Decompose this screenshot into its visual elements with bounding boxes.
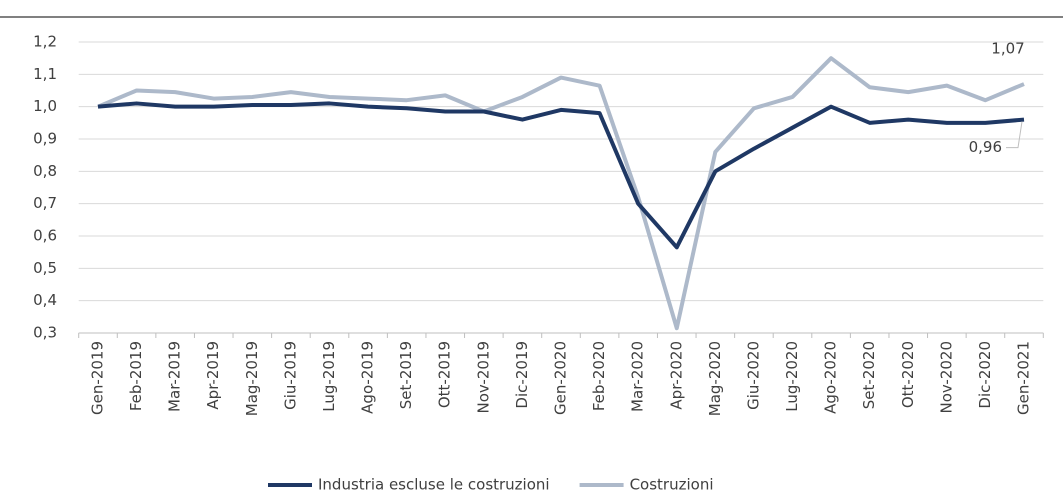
- y-tick-label: 0,6: [33, 227, 57, 245]
- x-tick-label: Lug-2019: [320, 341, 338, 412]
- x-tick-label: Apr-2020: [667, 341, 685, 410]
- data-label: 1,07: [991, 40, 1024, 58]
- y-tick-label: 1,1: [33, 65, 57, 83]
- x-tick-label: Dic-2019: [513, 341, 531, 409]
- x-tick-label: Mar-2020: [629, 341, 647, 412]
- x-tick-label: Ago-2020: [822, 341, 840, 414]
- y-tick-label: 0,3: [33, 324, 57, 342]
- x-tick-label: Giu-2019: [281, 341, 299, 410]
- legend-label: Industria escluse le costruzioni: [318, 476, 550, 494]
- x-tick-label: Mar-2019: [166, 341, 184, 412]
- x-tick-label: Giu-2020: [744, 341, 762, 410]
- y-tick-label: 1,0: [33, 97, 57, 115]
- x-tick-label: Ott-2020: [899, 341, 917, 408]
- series-line: [97, 101, 1025, 250]
- data-label: 0,96: [969, 138, 1002, 156]
- leader-line: [1006, 121, 1023, 149]
- x-tick-label: Apr-2019: [204, 341, 222, 410]
- y-tick-label: 0,9: [33, 130, 57, 148]
- legend-label: Costruzioni: [630, 476, 714, 494]
- x-tick-label: Ott-2019: [436, 341, 454, 408]
- x-tick-label: Mag-2019: [243, 341, 261, 416]
- y-tick-label: 0,7: [33, 194, 57, 212]
- x-tick-label: Gen-2019: [88, 341, 106, 415]
- x-tick-label: Nov-2020: [937, 341, 955, 413]
- x-tick-label: Feb-2020: [590, 341, 608, 411]
- x-tick-label: Nov-2019: [474, 341, 492, 413]
- y-tick-label: 1,2: [33, 33, 57, 51]
- x-tick-label: Gen-2020: [552, 341, 570, 415]
- series-line: [97, 56, 1025, 331]
- x-tick-label: Dic-2020: [976, 341, 994, 409]
- x-tick-label: Lug-2020: [783, 341, 801, 412]
- y-tick-label: 0,5: [33, 259, 57, 277]
- x-tick-label: Set-2020: [860, 341, 878, 409]
- y-tick-label: 0,4: [33, 291, 57, 309]
- x-tick-label: Set-2019: [397, 341, 415, 409]
- x-tick-label: Mag-2020: [706, 341, 724, 416]
- x-tick-label: Feb-2019: [127, 341, 145, 411]
- y-tick-label: 0,8: [33, 162, 57, 180]
- x-tick-label: Gen-2021: [1015, 341, 1033, 415]
- x-tick-label: Ago-2019: [359, 341, 377, 414]
